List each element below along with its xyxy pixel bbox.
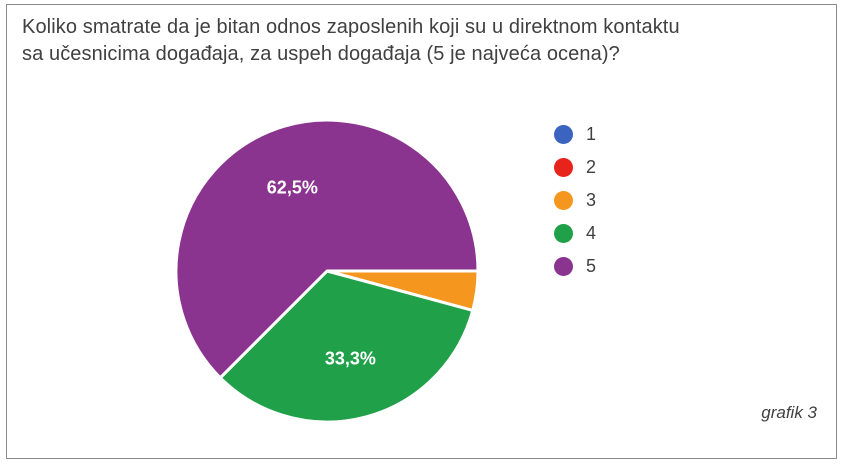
chart-title-line-1: Koliko smatrate da je bitan odnos zaposl… — [22, 16, 680, 38]
legend-item-4: 4 — [554, 217, 596, 250]
legend-swatch-4 — [554, 224, 573, 243]
legend-label-4: 4 — [586, 223, 597, 243]
chart-note: grafik 3 — [761, 403, 817, 422]
legend-label-3: 3 — [586, 190, 597, 210]
legend-label-2: 2 — [586, 157, 597, 177]
legend-swatch-2 — [554, 158, 573, 177]
pie-slice-5 — [174, 118, 480, 380]
legend-label-5: 5 — [586, 256, 597, 276]
legend-item-3: 3 — [554, 184, 596, 217]
pie-label-5: 62,5% — [267, 177, 318, 197]
legend-swatch-3 — [554, 191, 573, 210]
chart-legend: 1 2 3 4 5 — [554, 118, 596, 283]
legend-item-1: 1 — [554, 118, 596, 151]
legend-label-1: 1 — [586, 124, 597, 144]
legend-item-2: 2 — [554, 151, 596, 184]
legend-item-5: 5 — [554, 250, 596, 283]
legend-swatch-5 — [554, 257, 573, 276]
pie-slice-4 — [218, 269, 475, 424]
chart-title: Koliko smatrate da je bitan odnos zaposl… — [22, 14, 822, 68]
legend-swatch-1 — [554, 125, 573, 144]
chart-title-line-2: sa učesnicima događaja, za uspeh događaj… — [22, 43, 620, 65]
pie-label-4: 33,3% — [325, 349, 376, 369]
